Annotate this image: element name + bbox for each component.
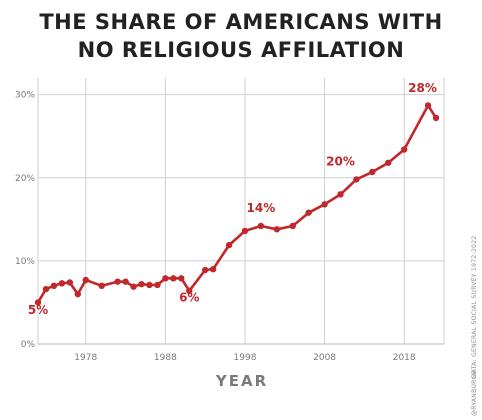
data-point [201, 266, 209, 274]
chart-title: THE SHARE OF AMERICANS WITH NO RELIGIOUS… [0, 8, 482, 64]
data-point [209, 265, 217, 273]
data-label: 20% [326, 154, 355, 168]
data-point [82, 276, 89, 284]
data-label: 5% [28, 303, 48, 317]
x-tick-label: 2018 [393, 353, 416, 363]
data-point [170, 275, 177, 282]
data-point [432, 114, 440, 122]
data-point [385, 159, 392, 166]
data-point [241, 227, 249, 235]
data-point [321, 201, 328, 208]
y-tick-label: 10% [15, 257, 35, 267]
data-point [178, 275, 185, 282]
credit-note: @RYANBURGE [471, 370, 478, 416]
data-point [305, 209, 312, 216]
data-point [58, 280, 66, 287]
grid [38, 78, 444, 345]
data-point [50, 282, 58, 290]
data-label: 14% [247, 201, 276, 215]
data-point [369, 168, 376, 176]
axes: 0% 10% 20% 30% 1978 1988 1998 2008 2018 [15, 78, 445, 363]
data-point [225, 241, 233, 249]
series-line [36, 104, 438, 304]
data-point [114, 278, 121, 285]
y-tick-label: 20% [15, 174, 35, 184]
data-label: 28% [408, 81, 437, 95]
series-layer [34, 102, 440, 306]
data-point [122, 278, 129, 285]
y-tick-label: 30% [15, 91, 35, 101]
data-point [138, 280, 145, 288]
data-point [34, 299, 42, 306]
x-tick-label: 1978 [74, 353, 97, 363]
x-tick-label: 1988 [154, 353, 177, 363]
data-point [353, 176, 360, 183]
data-point [130, 283, 137, 290]
data-point [98, 282, 105, 290]
data-point [42, 285, 50, 293]
annotations: 5% 6% 14% 20% 28% [28, 81, 437, 317]
data-point [289, 222, 296, 230]
data-point [400, 146, 408, 153]
chart-title-line-1: THE SHARE OF AMERICANS WITH [39, 10, 443, 34]
chart-title-line-2: NO RELIGIOUS AFFILATION [77, 38, 405, 62]
source-note: DATA: GENERAL SOCIAL SURVEY 1972-2022 [471, 236, 478, 378]
data-point [257, 222, 265, 230]
y-tick-label: 0% [21, 340, 36, 350]
data-point [273, 226, 281, 233]
data-point [186, 287, 193, 294]
data-point [154, 281, 161, 289]
data-point [66, 279, 74, 286]
x-tick-label: 2008 [313, 353, 336, 363]
data-point [337, 191, 344, 198]
data-point [424, 102, 432, 109]
x-tick-label: 1998 [234, 353, 257, 363]
data-point [74, 290, 82, 298]
data-label: 6% [179, 291, 199, 305]
data-point [146, 281, 153, 289]
data-point [162, 275, 169, 282]
x-axis-label: YEAR [215, 372, 268, 390]
